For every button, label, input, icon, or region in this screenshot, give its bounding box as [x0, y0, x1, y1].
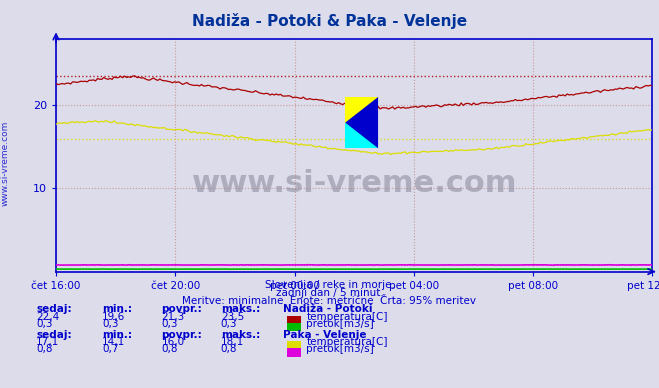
- Text: 19,6: 19,6: [102, 312, 125, 322]
- Text: 14,1: 14,1: [102, 337, 125, 347]
- Text: sedaj:: sedaj:: [36, 304, 72, 314]
- Text: 22,4: 22,4: [36, 312, 59, 322]
- Text: povpr.:: povpr.:: [161, 329, 202, 340]
- Text: 0,7: 0,7: [102, 344, 119, 354]
- Text: Slovenija / reke in morje.: Slovenija / reke in morje.: [264, 280, 395, 290]
- Text: 18,1: 18,1: [221, 337, 244, 347]
- Text: 17,1: 17,1: [36, 337, 59, 347]
- Text: sedaj:: sedaj:: [36, 329, 72, 340]
- Polygon shape: [345, 97, 378, 148]
- Text: temperatura[C]: temperatura[C]: [306, 337, 388, 347]
- Bar: [345, 123, 378, 148]
- Text: maks.:: maks.:: [221, 329, 260, 340]
- Text: 0,3: 0,3: [36, 319, 53, 329]
- Text: www.si-vreme.com: www.si-vreme.com: [192, 169, 517, 197]
- Text: 0,3: 0,3: [102, 319, 119, 329]
- Text: 0,8: 0,8: [161, 344, 178, 354]
- Text: www.si-vreme.com: www.si-vreme.com: [1, 120, 10, 206]
- Text: Nadiža - Potoki: Nadiža - Potoki: [283, 304, 373, 314]
- Text: 21,3: 21,3: [161, 312, 185, 322]
- Text: povpr.:: povpr.:: [161, 304, 202, 314]
- Text: min.:: min.:: [102, 329, 132, 340]
- Text: Meritve: minimalne  Enote: metrične  Črta: 95% meritev: Meritve: minimalne Enote: metrične Črta:…: [183, 296, 476, 306]
- Text: Nadiža - Potoki & Paka - Velenje: Nadiža - Potoki & Paka - Velenje: [192, 13, 467, 29]
- Text: pretok[m3/s]: pretok[m3/s]: [306, 344, 374, 354]
- Text: zadnji dan / 5 minut.: zadnji dan / 5 minut.: [275, 288, 384, 298]
- Text: temperatura[C]: temperatura[C]: [306, 312, 388, 322]
- Text: 0,8: 0,8: [221, 344, 237, 354]
- Text: 0,3: 0,3: [161, 319, 178, 329]
- Bar: [345, 97, 378, 123]
- Text: 0,3: 0,3: [221, 319, 237, 329]
- Text: maks.:: maks.:: [221, 304, 260, 314]
- Text: 16,0: 16,0: [161, 337, 185, 347]
- Text: 23,5: 23,5: [221, 312, 244, 322]
- Text: min.:: min.:: [102, 304, 132, 314]
- Text: pretok[m3/s]: pretok[m3/s]: [306, 319, 374, 329]
- Text: 0,8: 0,8: [36, 344, 53, 354]
- Text: Paka - Velenje: Paka - Velenje: [283, 329, 367, 340]
